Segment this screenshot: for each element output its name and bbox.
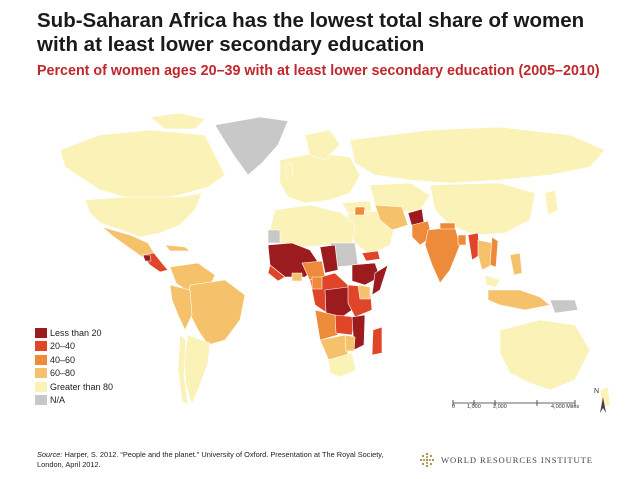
legend-item: Less than 20	[35, 326, 113, 340]
region-europe	[279, 152, 361, 204]
legend-label: 20–40	[50, 341, 76, 352]
world-map-graphic	[59, 112, 611, 413]
scale-tick-label: 4,000 Miles	[551, 404, 580, 410]
region-argentina	[183, 334, 211, 406]
region-nepal	[439, 222, 456, 230]
legend-item: 20–40	[35, 340, 113, 354]
region-usa	[84, 192, 203, 238]
page-subtitle: Percent of women ages 20–39 with at leas…	[37, 63, 600, 79]
region-north-america-north	[59, 129, 226, 201]
region-russia	[349, 126, 606, 184]
region-greenland	[214, 116, 289, 176]
region-somalia	[371, 264, 389, 296]
region-guatemala	[142, 254, 152, 262]
region-chad	[319, 244, 339, 274]
north-label: N	[594, 388, 600, 395]
legend-swatch	[35, 327, 47, 338]
wri-footer: WORLD RESOURCES INSTITUTE	[419, 452, 593, 468]
region-zambia	[334, 314, 356, 336]
legend-label: Less than 20	[50, 327, 102, 338]
region-scandinavia	[304, 129, 341, 161]
scale-bar: 0 1,000 2,000 4,000 Miles	[445, 395, 610, 415]
legend-swatch	[35, 368, 47, 379]
region-australia	[499, 319, 591, 391]
region-india	[424, 226, 461, 284]
region-ethiopia	[351, 262, 381, 286]
region-zimbabwe	[344, 334, 356, 352]
region-caribbean	[164, 244, 191, 252]
region-iran	[374, 204, 409, 231]
world-map	[30, 105, 620, 427]
scale-tick-label: 2,000	[493, 404, 507, 410]
region-png	[549, 299, 579, 314]
legend-swatch	[35, 341, 47, 352]
region-ghana	[291, 272, 303, 282]
region-vietnam	[489, 236, 499, 268]
page-title: Sub-Saharan Africa has the lowest total …	[37, 9, 585, 56]
region-thailand-laos	[477, 239, 493, 271]
source-text: Harper, S. 2012. “People and the planet.…	[37, 450, 384, 469]
source-label: Source:	[37, 450, 63, 459]
region-western-sahara	[267, 229, 281, 244]
region-brazil	[187, 279, 246, 346]
legend-item: Greater than 80	[35, 380, 113, 394]
region-west-coast	[267, 264, 286, 282]
region-yemen	[361, 250, 381, 262]
region-kenya	[357, 284, 371, 300]
region-south-africa	[327, 352, 357, 378]
legend-swatch	[35, 354, 47, 365]
region-malaysia	[484, 274, 501, 288]
legend-label: Greater than 80	[50, 381, 114, 392]
region-china	[429, 182, 536, 236]
region-south-america-west	[169, 284, 193, 331]
north-indicator: N	[592, 388, 604, 414]
region-syria	[354, 206, 366, 216]
region-uk	[284, 162, 294, 178]
map-legend: Less than 20 20–40 40–60 60–80 Greater t…	[35, 326, 113, 407]
scale-tick-label: 0	[452, 404, 456, 410]
region-north-africa	[269, 204, 356, 248]
region-arctic-islands	[149, 112, 206, 130]
legend-item: N/A	[35, 394, 113, 408]
wri-logo-icon	[419, 452, 435, 468]
legend-label: 60–80	[50, 368, 76, 379]
legend-item: 60–80	[35, 367, 113, 381]
legend-label: 40–60	[50, 354, 76, 365]
region-cameroon	[311, 276, 323, 290]
legend-swatch	[35, 381, 47, 392]
region-drc	[324, 286, 353, 321]
legend-swatch	[35, 395, 47, 406]
scale-bar-graphic	[452, 400, 576, 406]
wri-org-name: WORLD RESOURCES INSTITUTE	[441, 455, 593, 465]
legend-label: N/A	[50, 395, 66, 406]
region-indonesia	[487, 289, 551, 311]
region-chile	[177, 334, 189, 406]
scale-tick-label: 1,000	[467, 404, 481, 410]
region-japan	[544, 189, 559, 216]
region-angola	[314, 309, 339, 341]
region-bangladesh	[457, 234, 467, 246]
region-philippines	[509, 252, 523, 276]
region-madagascar	[371, 326, 383, 356]
legend-item: 40–60	[35, 353, 113, 367]
north-arrow-icon	[600, 397, 606, 413]
source-note: Source: Harper, S. 2012. “People and the…	[37, 450, 407, 470]
